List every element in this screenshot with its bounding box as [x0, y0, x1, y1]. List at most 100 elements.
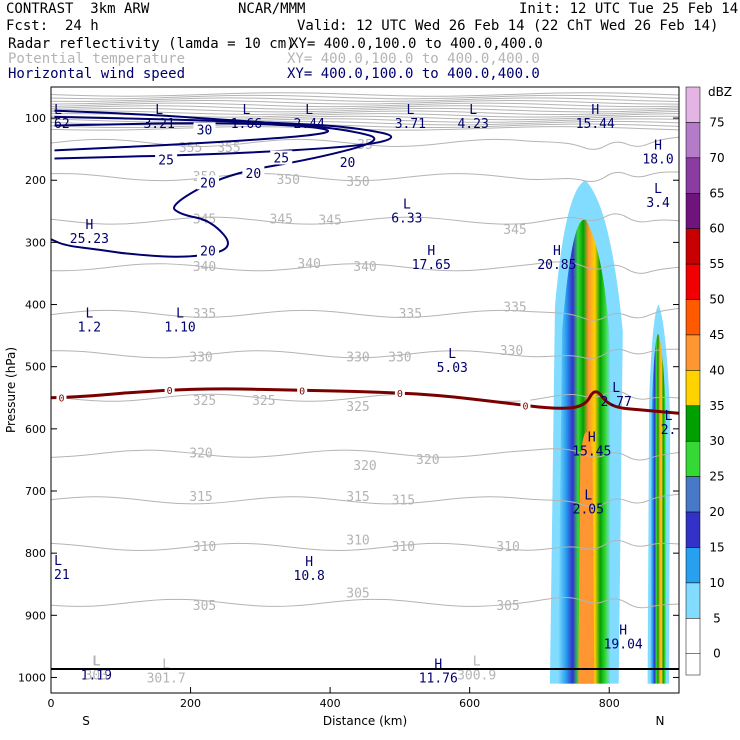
wind-extremum-value: 19.04	[604, 637, 643, 652]
wind-extremum-value: 18.0	[642, 153, 673, 168]
theta-contour-345	[51, 213, 679, 225]
theta-label: 325	[346, 400, 369, 415]
x-tick-label: 800	[599, 697, 620, 710]
theta-label: 345	[270, 212, 293, 227]
colorbar-level: 45	[709, 328, 724, 342]
theta-extremum-marker: L	[473, 654, 481, 669]
theta-layer: 3553553535035035034534534534534034034033…	[51, 92, 679, 614]
wind-extremum-marker: L	[242, 103, 250, 118]
theta-label: 325	[193, 394, 216, 409]
y-tick-label: 200	[25, 174, 46, 187]
colorbar-swatch	[685, 405, 701, 442]
colorbar-level: 55	[709, 257, 724, 271]
wind-extremum-marker: H	[591, 103, 599, 118]
theta-label: 310	[496, 540, 519, 555]
colorbar-level: 20	[709, 505, 724, 519]
colorbar-swatch	[685, 582, 701, 619]
wind-extremum-marker: H	[434, 658, 442, 673]
theta-upper-contour	[51, 94, 679, 100]
wind-extremum-value: 1.10	[164, 320, 195, 335]
freezing-label-bg	[520, 399, 531, 411]
freezing-label-bg	[394, 387, 405, 399]
x-tick-label: 0	[48, 697, 55, 710]
theta-contour-340	[51, 261, 679, 274]
theta-extremum-marker: L	[92, 654, 100, 669]
theta-label: 315	[346, 490, 369, 505]
colorbar-swatch	[685, 476, 701, 513]
colorbar-level: 60	[709, 222, 724, 236]
theta-label: 305	[496, 599, 519, 614]
y-tick-label: 100	[25, 112, 46, 125]
theta-extremum-value: 300.9	[457, 668, 496, 683]
extrema-layer: L.62L3.21L1.66L2.44L3.71L4.23H15.44H18.0…	[51, 103, 676, 686]
wind-extremum-marker: L	[584, 489, 592, 504]
wind-extremum-value: 1.2	[78, 320, 101, 335]
colorbar-level: 35	[709, 399, 724, 413]
wind-extremum-value: 3.71	[395, 117, 426, 132]
wind-extremum-value: 25.23	[70, 232, 109, 247]
wind-extremum-marker: L	[654, 182, 662, 197]
theta-label: 315	[392, 493, 415, 508]
theta-label: 320	[416, 453, 439, 468]
colorbar-level: 25	[709, 470, 724, 484]
wind-layer: 30 25 25 20 20 20 20	[51, 109, 393, 260]
colorbar-swatch	[685, 193, 701, 229]
colorbar-swatch	[685, 440, 701, 477]
colorbar-swatch	[685, 547, 701, 584]
theta-label: 350	[277, 173, 300, 188]
x-tick-label: 400	[320, 697, 341, 710]
wind-extremum-value: 3.4	[646, 196, 670, 211]
colorbar-swatch	[685, 511, 701, 548]
wind-label: 20	[200, 176, 216, 191]
wind-extremum-value: 17.65	[412, 258, 451, 273]
south-label: S	[82, 714, 90, 728]
theta-label: 345	[503, 223, 526, 238]
y-tick-label: 800	[25, 547, 46, 560]
theta-label: 305	[193, 599, 216, 614]
wind-extremum-marker: L	[305, 103, 313, 118]
wind-extremum-marker: L	[403, 198, 411, 213]
colorbar-swatch	[685, 86, 701, 123]
wind-extremum-value: 1.19	[81, 668, 112, 683]
org-label: NCAR/MMM	[238, 1, 306, 17]
colorbar-level: 40	[709, 363, 724, 377]
theta-label: 335	[193, 307, 216, 322]
theta-upper-contour	[51, 92, 679, 97]
freezing-level-line	[51, 387, 679, 415]
model-title: CONTRAST 3km ARW	[6, 1, 150, 17]
wind-extremum-marker: L	[85, 306, 93, 321]
colorbar-level: 50	[709, 293, 724, 307]
wind-extremum-value: 4.23	[457, 117, 488, 132]
colorbar-swatch	[685, 122, 701, 159]
wind-extremum-value: 3.21	[143, 117, 174, 132]
theta-label: 330	[500, 344, 523, 359]
field-theta-name: Potential temperature	[8, 51, 186, 67]
theta-contour-330	[51, 348, 679, 360]
theta-upper-contour	[51, 107, 679, 113]
theta-contour-325	[51, 390, 679, 402]
plot-frame	[50, 86, 680, 694]
wind-label: 25	[273, 151, 289, 166]
x-tick-label: 200	[180, 697, 201, 710]
theta-contour-305	[51, 596, 679, 609]
wind-extremum-marker: H	[85, 218, 93, 233]
freezing-label-bg	[164, 383, 175, 395]
theta-contour-350	[51, 171, 679, 183]
wind-label-bg	[155, 152, 178, 167]
freezing-level-label: 0	[522, 401, 528, 412]
wind-label-bg	[242, 166, 265, 181]
wind-label-bg	[270, 150, 293, 165]
wind-extremum-value: 10.8	[294, 569, 325, 584]
theta-upper-contour	[51, 102, 679, 108]
wind-extremum-value: 15.45	[572, 445, 611, 460]
theta-contour-320	[51, 448, 679, 461]
theta-contour-310	[51, 540, 679, 551]
wind-extremum-marker: L	[54, 103, 62, 118]
wind-extremum-marker: H	[553, 244, 561, 259]
wind-extremum-value: 15.44	[576, 117, 615, 132]
wind-extremum-value: 20.85	[537, 258, 576, 273]
reflectivity-cell-2-core	[650, 334, 667, 684]
theta-extremum-value: 303	[85, 668, 108, 683]
y-tick-label: 400	[25, 299, 46, 312]
y-tick-label: 500	[25, 361, 46, 374]
